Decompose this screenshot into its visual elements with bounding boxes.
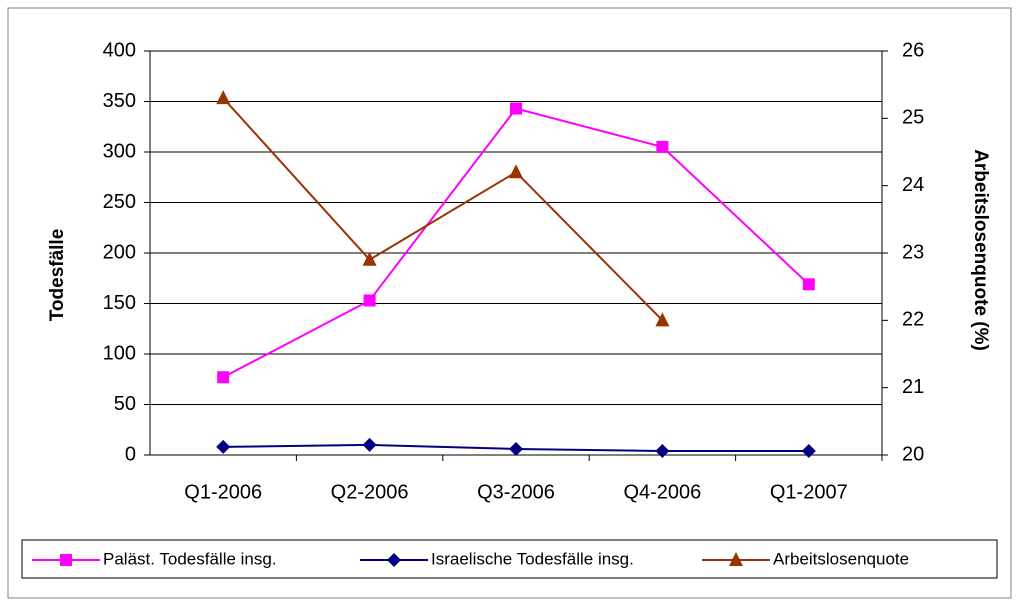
marker — [729, 552, 743, 566]
marker — [216, 439, 231, 454]
marker — [656, 140, 669, 153]
y-tick-label: 250 — [103, 191, 136, 213]
x-tick-label: Q2-2006 — [331, 481, 409, 503]
x-tick-label: Q1-2006 — [184, 481, 262, 503]
y-tick-label: 150 — [103, 292, 136, 314]
y2-tick-label: 25 — [902, 107, 924, 129]
marker — [362, 437, 377, 452]
marker — [363, 294, 376, 307]
y2-tick-label: 24 — [902, 174, 924, 196]
legend-label: Arbeitslosenquote — [773, 549, 909, 568]
marker — [509, 164, 523, 179]
marker — [387, 553, 401, 567]
y-tick-label: 200 — [103, 241, 136, 263]
y2-axis-label: Arbeitslosenquote (%) — [970, 149, 991, 351]
y-tick-label: 100 — [103, 342, 136, 364]
y2-tick-label: 23 — [902, 241, 924, 263]
x-tick-label: Q3-2006 — [477, 481, 555, 503]
y-tick-label: 300 — [103, 140, 136, 162]
y-tick-label: 0 — [125, 443, 136, 465]
marker — [60, 554, 72, 566]
marker — [655, 443, 670, 458]
series-line — [222, 97, 664, 322]
marker — [801, 443, 816, 458]
y2-tick-label: 22 — [902, 309, 924, 331]
y2-tick-label: 21 — [902, 376, 924, 398]
marker — [362, 251, 377, 266]
legend-label: Paläst. Todesfälle insg. — [103, 549, 277, 568]
x-tick-label: Q4-2006 — [623, 481, 701, 503]
y-tick-label: 350 — [103, 90, 136, 112]
y-axis-label: Todesfälle — [47, 229, 68, 322]
legend-label: Israelische Todesfälle insg. — [431, 549, 634, 568]
y-tick-label: 400 — [103, 39, 136, 61]
marker — [510, 102, 522, 115]
x-tick-label: Q1-2007 — [770, 481, 848, 503]
y2-tick-label: 26 — [902, 39, 924, 61]
y-tick-label: 50 — [114, 393, 136, 415]
y2-tick-label: 20 — [902, 443, 924, 465]
marker — [802, 278, 815, 291]
marker — [655, 312, 670, 327]
marker — [216, 90, 231, 105]
legend-box — [21, 539, 998, 579]
marker — [509, 441, 523, 456]
marker — [217, 371, 230, 384]
